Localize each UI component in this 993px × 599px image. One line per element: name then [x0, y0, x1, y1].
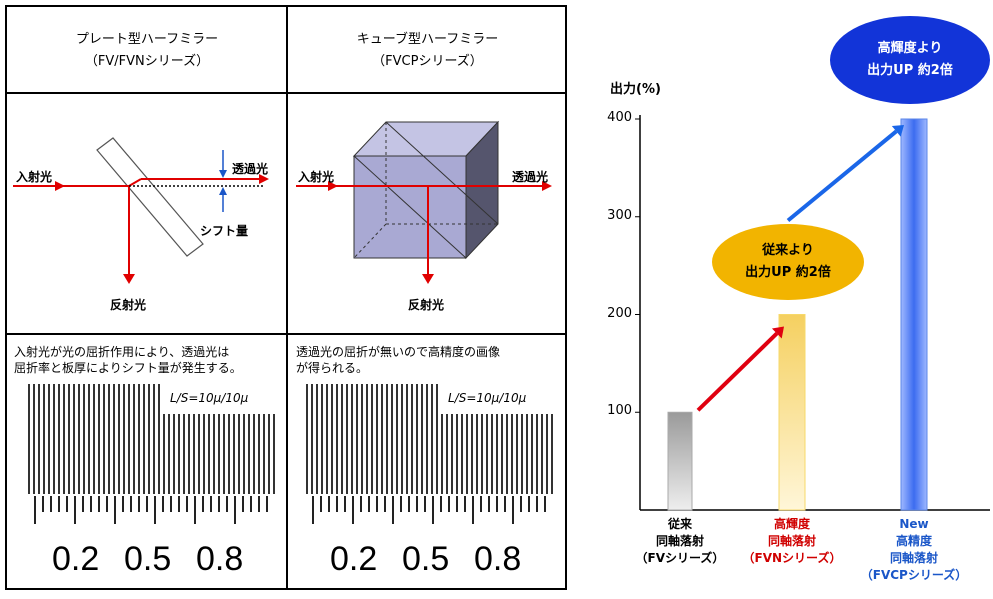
- category-label-line: 同軸落射: [889, 551, 938, 565]
- plate-desc-line1: 入射光が光の屈折作用により、透過光は: [14, 345, 230, 359]
- bar-3: [900, 118, 928, 511]
- cube-scale-num-3: 0.8: [474, 540, 522, 578]
- arrow-fv-to-fvn: [696, 326, 784, 412]
- cube-scale-image: [302, 384, 554, 582]
- y-tick-label: 400: [607, 110, 632, 125]
- plate-shift-label: シフト量: [200, 224, 249, 238]
- y-tick-label: 100: [607, 403, 632, 419]
- category-label-line: 同軸落射: [767, 534, 816, 548]
- cube-scale-num-1: 0.2: [330, 540, 378, 578]
- y-tick-label: 300: [607, 207, 632, 223]
- plate-scale-num-1: 0.2: [52, 540, 100, 578]
- category-label-line: 同軸落射: [655, 534, 704, 548]
- category-label-line: 従来: [667, 517, 692, 531]
- cube-scale-ls-label: L/S=10μ/10μ: [448, 391, 527, 405]
- cube-mirror-subtitle: （FVCPシリーズ）: [372, 54, 483, 69]
- category-label-line: 高輝度: [773, 517, 810, 531]
- callout-line: 高輝度より: [877, 41, 943, 56]
- callout-bubble-2: [830, 16, 990, 104]
- cube-transmitted-label: 透過光: [512, 170, 549, 184]
- chart-ylabel: 出力(%): [610, 82, 661, 97]
- cube-desc-line1: 透過光の屈折が無いので高精度の画像: [296, 345, 501, 359]
- callout-text-1: 従来より出力UP 約2倍: [718, 240, 858, 284]
- category-label-line: （FVCPシリーズ）: [860, 568, 968, 582]
- plate-desc-line2: 屈折率と板厚によりシフト量が発生する。: [14, 361, 242, 375]
- plate-mirror-subtitle: （FV/FVNシリーズ）: [84, 54, 210, 69]
- bar-1: [667, 411, 693, 511]
- plate-mirror-diagram: [13, 137, 269, 284]
- callout-line: 従来より: [762, 243, 814, 258]
- plate-scale-num-3: 0.8: [196, 540, 244, 578]
- plate-mirror-title: プレート型ハーフミラー: [75, 32, 219, 47]
- cube-mirror-title: キューブ型ハーフミラー: [356, 32, 499, 47]
- arrow-fvn-to-fvcp: [786, 125, 904, 223]
- cube-reflected-label: 反射光: [408, 298, 445, 312]
- bar-2: [778, 314, 806, 511]
- category-label-2: 高輝度同軸落射 （FVNシリーズ）: [732, 516, 852, 567]
- category-label-1: 従来同軸落射 （FVシリーズ）: [620, 516, 740, 567]
- table-divider-row1: [5, 92, 567, 94]
- category-label-3: New 高精度同軸落射 （FVCPシリーズ）: [854, 516, 974, 584]
- callout-text-2: 高輝度より出力UP 約2倍: [840, 38, 980, 82]
- plate-scale-ls-label: L/S=10μ/10μ: [170, 391, 249, 405]
- category-label-line: New: [899, 517, 929, 531]
- cube-scale-num-2: 0.5: [402, 540, 450, 578]
- plate-scale-num-2: 0.5: [124, 540, 172, 578]
- table-divider-vertical: [286, 5, 288, 590]
- cube-mirror-diagram: [296, 120, 552, 284]
- cube-incident-label: 入射光: [298, 170, 335, 184]
- category-label-line: （FVシリーズ）: [635, 551, 725, 565]
- plate-transmitted-label: 透過光: [232, 162, 269, 176]
- plate-reflected-label: 反射光: [110, 298, 147, 312]
- category-label-line: 高精度: [895, 534, 932, 548]
- plate-incident-label: 入射光: [16, 170, 53, 184]
- half-mirror-plate: [96, 137, 204, 257]
- plate-scale-image: [24, 384, 276, 582]
- table-divider-row2: [5, 333, 567, 335]
- callout-bubble-1: [712, 224, 864, 300]
- category-label-line: （FVNシリーズ）: [742, 551, 842, 565]
- y-tick-label: 200: [607, 305, 632, 321]
- cube-desc-line2: が得られる。: [296, 361, 369, 375]
- callout-line: 出力UP 約2倍: [745, 265, 831, 280]
- callout-line: 出力UP 約2倍: [867, 63, 953, 78]
